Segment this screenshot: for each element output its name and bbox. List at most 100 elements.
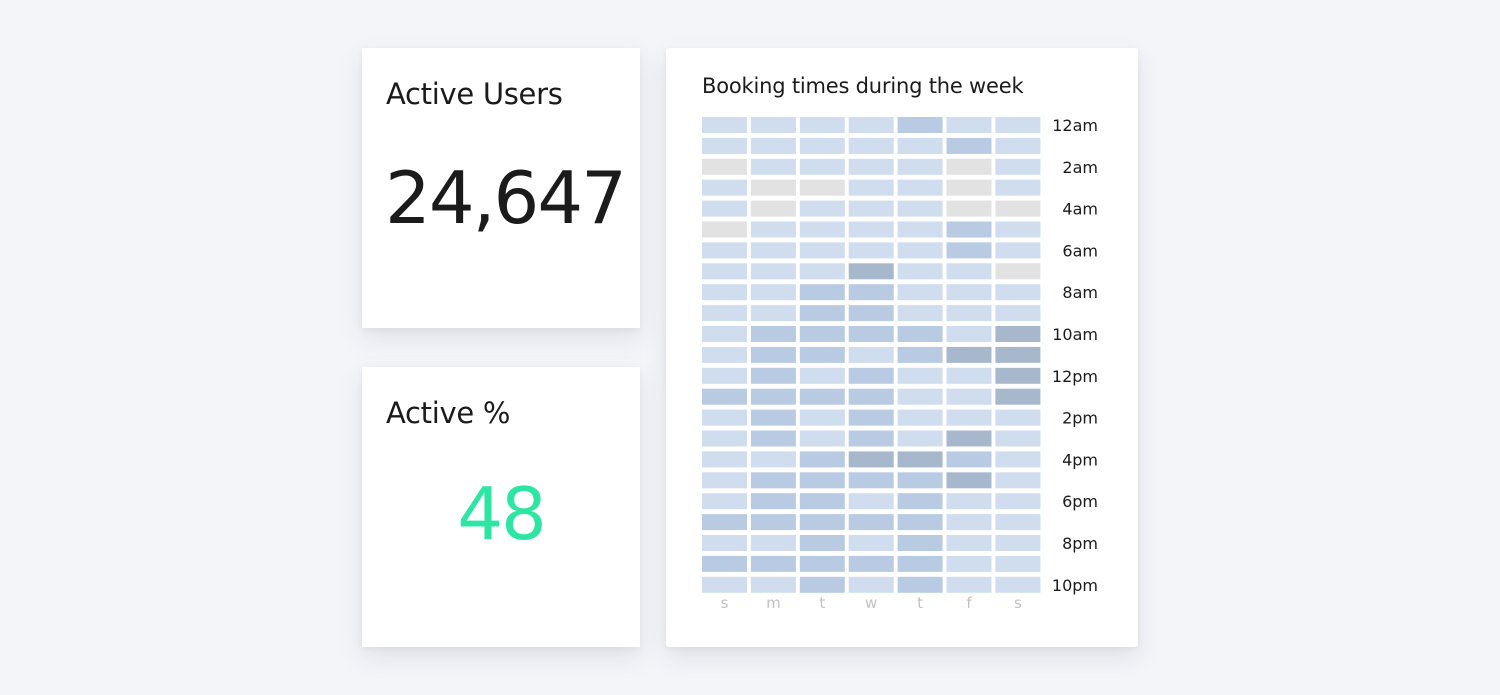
heatmap-cell-14-2 — [799, 409, 845, 426]
heatmap-cell-17-2 — [799, 472, 845, 489]
heatmap-cell-15-2 — [799, 430, 845, 447]
heatmap-cell-20-3 — [848, 535, 894, 551]
heatmap-cell-22-3 — [848, 576, 894, 593]
heatmap-cell-11-2 — [799, 346, 845, 363]
heatmap-cell-5-0 — [702, 221, 747, 238]
heatmap-cell-0-1 — [750, 117, 796, 133]
heatmap-cell-15-6 — [995, 430, 1041, 447]
heatmap-cell-17-0 — [702, 472, 747, 489]
heatmap-cell-10-0 — [702, 326, 747, 342]
heatmap-cell-9-5 — [946, 305, 992, 322]
heatmap-cell-17-3 — [848, 472, 894, 489]
heatmap-cell-22-0 — [702, 576, 747, 593]
heatmap-cell-8-2 — [799, 284, 845, 301]
heatmap-cell-21-1 — [750, 555, 796, 572]
heatmap-cell-14-3 — [848, 409, 894, 426]
heatmap-cell-3-3 — [848, 179, 894, 196]
heatmap-cell-16-4 — [897, 451, 943, 468]
heatmap-x-label-3: w — [865, 594, 877, 612]
heatmap-cell-1-2 — [799, 137, 845, 154]
heatmap-y-label-8pm: 8pm — [1062, 534, 1098, 553]
heatmap-cell-18-4 — [897, 493, 943, 510]
heatmap-cell-16-3 — [848, 451, 894, 468]
heatmap-cell-13-1 — [750, 388, 796, 405]
heatmap-cell-16-5 — [946, 451, 992, 468]
heatmap-cell-1-5 — [946, 137, 992, 154]
heatmap-cell-18-2 — [799, 493, 845, 510]
heatmap-cell-2-3 — [848, 158, 894, 175]
heatmap-cell-12-0 — [702, 367, 747, 384]
heatmap-y-label-12pm: 12pm — [1052, 367, 1098, 386]
heatmap-cell-5-6 — [995, 221, 1041, 238]
heatmap-cell-9-1 — [750, 305, 796, 322]
booking-heatmap-title: Booking times during the week — [702, 74, 1024, 98]
heatmap-x-label-5: f — [966, 594, 972, 612]
heatmap-cell-4-4 — [897, 200, 943, 217]
heatmap-cell-9-0 — [702, 305, 747, 322]
heatmap-cell-3-2 — [799, 179, 845, 196]
heatmap-cell-13-5 — [946, 388, 992, 405]
heatmap-cell-21-3 — [848, 555, 894, 572]
heatmap-cell-7-5 — [946, 263, 992, 280]
heatmap-cell-5-5 — [946, 221, 992, 238]
heatmap-cell-20-6 — [995, 535, 1041, 551]
heatmap-cell-9-3 — [848, 305, 894, 322]
heatmap-cell-0-4 — [897, 117, 943, 133]
heatmap-cell-9-6 — [995, 305, 1041, 322]
heatmap-cell-13-2 — [799, 388, 845, 405]
heatmap-y-label-4pm: 4pm — [1062, 450, 1098, 469]
heatmap-cell-13-0 — [702, 388, 747, 405]
heatmap-cell-5-4 — [897, 221, 943, 238]
heatmap-cell-8-6 — [995, 284, 1041, 301]
heatmap-cell-12-5 — [946, 367, 992, 384]
heatmap-cell-12-2 — [799, 367, 845, 384]
heatmap-cell-0-3 — [848, 117, 894, 133]
heatmap-cell-21-2 — [799, 555, 845, 572]
heatmap-cell-17-1 — [750, 472, 796, 489]
heatmap-y-label-12am: 12am — [1052, 116, 1098, 135]
heatmap-cell-6-3 — [848, 242, 894, 259]
heatmap-cell-6-0 — [702, 242, 747, 259]
heatmap-cell-19-4 — [897, 514, 943, 531]
active-percent-title: Active % — [386, 396, 511, 430]
heatmap-cell-14-4 — [897, 409, 943, 426]
heatmap-cell-16-0 — [702, 451, 747, 468]
heatmap-cell-3-5 — [946, 179, 992, 196]
heatmap-cell-13-6 — [995, 388, 1041, 405]
heatmap-y-label-6pm: 6pm — [1062, 492, 1098, 511]
active-users-card: Active Users 24,647 — [362, 48, 640, 328]
active-users-title: Active Users — [386, 77, 563, 111]
heatmap-cell-12-4 — [897, 367, 943, 384]
heatmap-x-label-4: t — [917, 594, 923, 612]
heatmap-x-label-0: s — [721, 594, 729, 612]
heatmap-cell-6-5 — [946, 242, 992, 259]
heatmap-cell-17-5 — [946, 472, 992, 489]
heatmap-cell-6-1 — [750, 242, 796, 259]
heatmap-cell-0-6 — [995, 117, 1041, 133]
heatmap-cell-10-6 — [995, 326, 1041, 342]
heatmap-cell-11-5 — [946, 346, 992, 363]
heatmap-cell-20-4 — [897, 535, 943, 551]
heatmap-cell-2-4 — [897, 158, 943, 175]
heatmap-cell-20-1 — [750, 535, 796, 551]
heatmap-cell-20-0 — [702, 535, 747, 551]
heatmap-cell-11-1 — [750, 346, 796, 363]
heatmap-y-label-10pm: 10pm — [1052, 576, 1098, 595]
active-percent-card: Active % 48 — [362, 367, 640, 647]
heatmap-cell-12-3 — [848, 367, 894, 384]
heatmap-cell-7-4 — [897, 263, 943, 280]
heatmap-cell-10-3 — [848, 326, 894, 342]
heatmap-cell-1-3 — [848, 137, 894, 154]
heatmap-cell-18-5 — [946, 493, 992, 510]
heatmap-cell-15-4 — [897, 430, 943, 447]
heatmap-cell-11-3 — [848, 346, 894, 363]
heatmap-cell-18-1 — [750, 493, 796, 510]
heatmap-cell-11-6 — [995, 346, 1041, 363]
heatmap-cell-16-6 — [995, 451, 1041, 468]
heatmap-cell-21-5 — [946, 555, 992, 572]
heatmap-cell-19-6 — [995, 514, 1041, 531]
active-percent-value: 48 — [457, 472, 547, 556]
heatmap-cell-18-0 — [702, 493, 747, 510]
heatmap-cell-1-6 — [995, 137, 1041, 154]
heatmap-cell-7-2 — [799, 263, 845, 280]
